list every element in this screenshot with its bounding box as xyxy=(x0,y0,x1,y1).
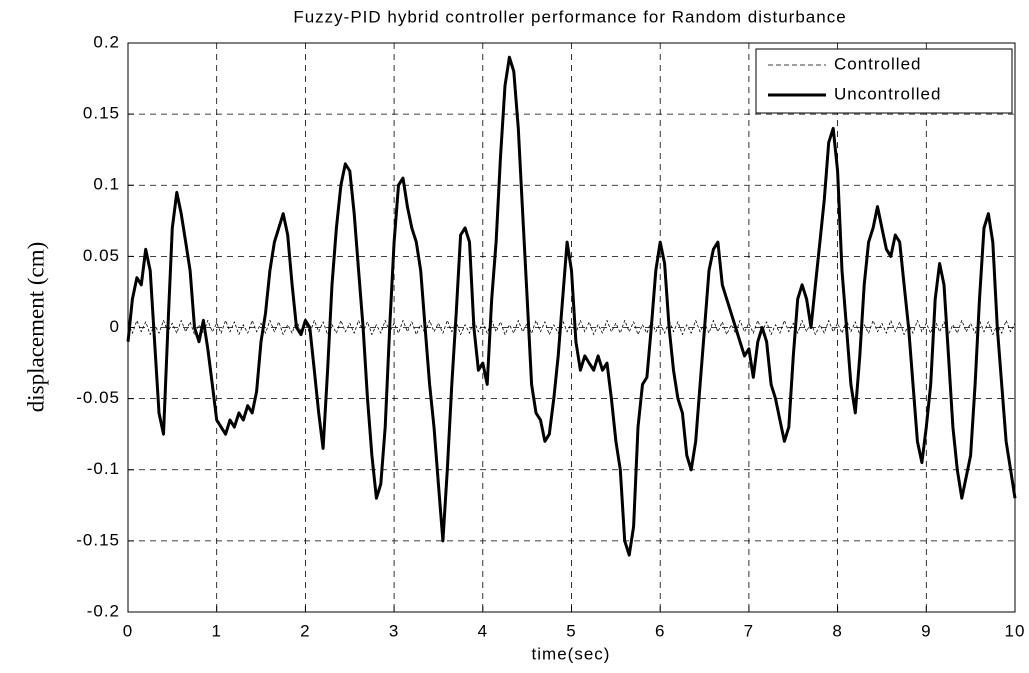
y-axis-label: displacement (cm) xyxy=(23,242,48,413)
legend-box xyxy=(755,48,1013,114)
plot-frame xyxy=(127,42,1016,613)
x-tick-label: 3 xyxy=(389,621,399,640)
series-line xyxy=(127,320,1016,335)
y-tick-label: 0.15 xyxy=(83,104,120,123)
series-line xyxy=(126,55,1017,557)
x-tick-label: 0 xyxy=(123,621,133,640)
legend-label: Controlled xyxy=(834,54,922,73)
x-tick-label: 2 xyxy=(300,621,310,640)
legend-label: Uncontrolled xyxy=(834,84,941,103)
x-tick-label: 4 xyxy=(478,621,488,640)
chart-title: Fuzzy-PID hybrid controller performance … xyxy=(293,7,846,26)
x-tick-label: 7 xyxy=(744,621,754,640)
y-tick-label: -0.15 xyxy=(76,530,120,549)
y-tick-label: 0.1 xyxy=(93,175,120,194)
x-tick-label: 9 xyxy=(921,621,931,640)
y-tick-label: 0.2 xyxy=(93,32,120,51)
x-axis-label: time(sec) xyxy=(532,644,611,663)
y-tick-label: 0.05 xyxy=(83,246,120,265)
x-tick-label: 8 xyxy=(832,621,842,640)
y-tick-label: -0.2 xyxy=(87,601,120,620)
x-tick-label: 10 xyxy=(1005,621,1026,640)
y-tick-label: 0 xyxy=(110,317,120,336)
y-tick-label: -0.05 xyxy=(76,388,120,407)
x-tick-label: 1 xyxy=(211,621,221,640)
x-tick-label: 5 xyxy=(566,621,576,640)
x-tick-label: 6 xyxy=(655,621,665,640)
y-tick-label: -0.1 xyxy=(87,459,120,478)
